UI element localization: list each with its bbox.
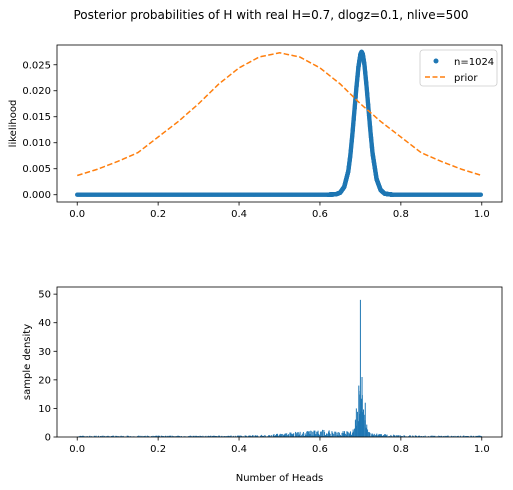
likelihood-plot-marks [75,49,484,197]
x-tick-label: 0.8 [393,444,409,455]
y-tick-label: 30 [38,347,51,358]
x-tick-label: 0.0 [69,444,85,455]
x-tick-label: 0.0 [69,209,85,220]
likelihood-plot: 0.0 0.2 0.4 0.6 0.8 1.0 0.000 0.005 0.010 0.015 0.… [8,44,503,220]
y-tick-label: 20 [38,375,51,386]
sample-density-plot-frame [56,286,503,438]
prior-line [77,52,482,177]
likelihood-plot-frame [56,44,503,203]
sample-density-plot-xlabel: Number of Heads [236,473,324,484]
likelihood-plot-ylabel: likelihood [8,100,19,148]
x-tick-label: 1.0 [474,444,490,455]
x-tick-label: 0.6 [312,209,328,220]
y-tick-label: 0.010 [22,138,51,149]
legend-label-prior: prior [454,73,478,84]
y-tick-label: 50 [38,290,51,301]
x-tick-label: 0.4 [231,444,247,455]
legend-marker-n1024 [433,58,439,64]
sample-density-plot: 0.0 0.2 0.4 0.6 0.8 1.0 0 10 20 30 40 50 sample den… [22,286,503,484]
legend-label-n1024: n=1024 [454,57,494,68]
legend-box [419,49,498,87]
y-tick-label: 0.015 [22,112,51,123]
x-tick-label: 0.2 [150,209,166,220]
sample-density-plot-marks [76,299,482,437]
posterior-point [390,192,395,197]
x-tick-label: 0.4 [231,209,247,220]
x-tick-label: 0.8 [393,209,409,220]
y-tick-label: 40 [38,318,51,329]
y-tick-label: 0.000 [22,190,51,201]
posterior-point [478,192,484,197]
sample-density-plot-ylabel: sample density [22,324,33,400]
y-tick-label: 0.020 [22,86,51,97]
sample-density-plot-ticks: 0.0 0.2 0.4 0.6 0.8 1.0 0 10 20 30 40 50 [38,290,489,455]
y-tick-label: 0 [45,433,51,444]
likelihood-legend: n=1024 prior [419,49,498,87]
likelihood-plot-ticks: 0.0 0.2 0.4 0.6 0.8 1.0 0.000 0.005 0.010 0.015 0.… [22,60,489,220]
y-tick-label: 0.025 [22,60,51,71]
y-tick-label: 0.005 [22,164,51,175]
x-tick-label: 0.6 [312,444,328,455]
y-tick-label: 10 [38,404,51,415]
x-tick-label: 1.0 [474,209,490,220]
figure-title: Posterior probabilities of H with real H… [73,8,468,22]
x-tick-label: 0.2 [150,444,166,455]
